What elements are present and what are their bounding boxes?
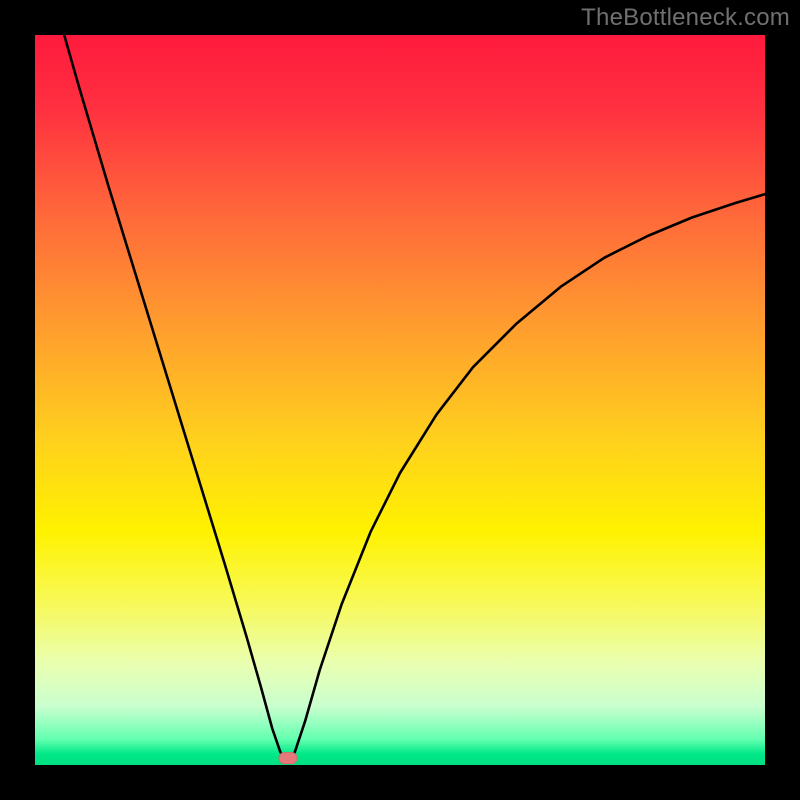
optimal-point-marker (278, 753, 297, 765)
bottleneck-curve (35, 35, 765, 765)
plot-area (35, 35, 765, 765)
watermark-text: TheBottleneck.com (581, 4, 790, 32)
chart-frame: TheBottleneck.com (0, 0, 800, 800)
